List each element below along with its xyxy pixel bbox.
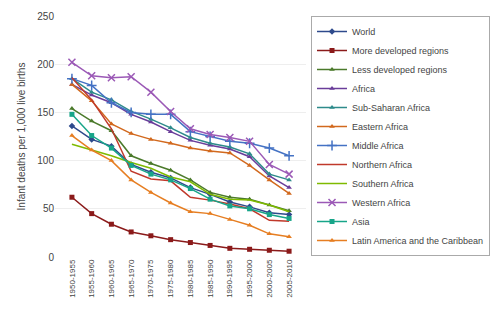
- svg-text:More developed regions: More developed regions: [352, 46, 449, 56]
- svg-text:Southern Africa: Southern Africa: [352, 179, 414, 189]
- svg-text:1975-1980: 1975-1980: [166, 259, 175, 298]
- svg-text:Latin America and the Caribbea: Latin America and the Caribbean: [352, 236, 483, 246]
- svg-text:200: 200: [37, 59, 54, 70]
- svg-text:1950-1955: 1950-1955: [68, 259, 77, 298]
- svg-text:2005-2010: 2005-2010: [285, 259, 294, 298]
- svg-text:Northern Africa: Northern Africa: [352, 160, 412, 170]
- svg-text:Less developed regions: Less developed regions: [352, 65, 448, 75]
- svg-text:1985-1990: 1985-1990: [206, 259, 215, 298]
- svg-text:Africa: Africa: [352, 84, 375, 94]
- svg-text:Sub-Saharan Africa: Sub-Saharan Africa: [352, 103, 430, 113]
- svg-text:1995-2000: 1995-2000: [245, 259, 254, 298]
- svg-text:100: 100: [37, 155, 54, 166]
- svg-text:Middle Africa: Middle Africa: [352, 141, 404, 151]
- svg-text:1980-1985: 1980-1985: [186, 259, 195, 298]
- svg-text:1990-1995: 1990-1995: [225, 259, 234, 298]
- svg-text:150: 150: [37, 107, 54, 118]
- svg-text:1965-1970: 1965-1970: [127, 259, 136, 298]
- svg-text:50: 50: [43, 203, 55, 214]
- svg-text:1970-1975: 1970-1975: [146, 259, 155, 298]
- svg-text:250: 250: [37, 11, 54, 22]
- svg-text:Infant deaths per 1,000 live b: Infant deaths per 1,000 live births: [16, 63, 27, 211]
- svg-text:0: 0: [48, 252, 54, 263]
- svg-text:Asia: Asia: [352, 217, 370, 227]
- svg-text:1960-1965: 1960-1965: [107, 259, 116, 298]
- svg-text:1955-1960: 1955-1960: [87, 259, 96, 298]
- svg-text:Western Africa: Western Africa: [352, 198, 410, 208]
- svg-text:World: World: [352, 27, 375, 37]
- svg-text:2000-2005: 2000-2005: [265, 259, 274, 298]
- svg-text:Eastern Africa: Eastern Africa: [352, 122, 408, 132]
